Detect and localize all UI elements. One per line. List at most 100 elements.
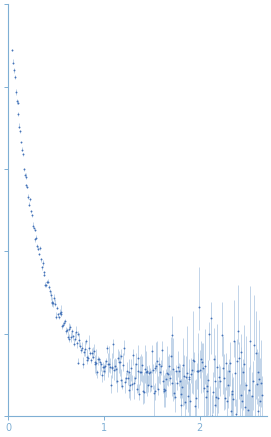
Point [36,245,40,252]
Point [102,368,107,375]
Point [57,309,62,316]
Point [91,354,95,361]
Point [49,291,53,298]
Point [128,382,133,388]
Point [184,374,188,381]
Point [199,355,203,362]
Point [143,365,147,372]
Point [35,243,39,250]
Point [220,331,224,338]
Point [191,357,195,364]
Point [101,364,105,371]
Point [40,259,45,266]
Point [177,368,181,375]
Point [169,352,173,359]
Point [55,305,59,312]
Point [141,387,145,394]
Point [190,367,194,374]
Point [23,174,28,181]
Point [258,398,262,405]
Point [247,413,252,420]
Point [136,368,140,375]
Point [154,362,159,369]
Point [148,369,152,376]
Point [169,379,174,386]
Point [248,337,253,344]
Point [160,378,165,385]
Point [192,357,196,364]
Point [208,417,212,424]
Point [111,340,115,347]
Point [226,382,230,389]
Point [167,362,171,369]
Point [230,391,235,398]
Point [15,100,20,107]
Point [118,376,123,383]
Point [97,356,101,363]
Point [232,337,237,344]
Point [209,315,213,322]
Point [107,361,111,368]
Point [139,368,143,375]
Point [159,362,163,369]
Point [174,368,178,375]
Point [45,278,49,285]
Point [46,278,50,285]
Point [121,361,125,368]
Point [41,272,46,279]
Point [85,356,89,363]
Point [34,234,38,241]
Point [19,139,23,146]
Point [94,360,99,367]
Point [29,208,33,215]
Point [235,357,239,364]
Point [99,371,104,378]
Point [233,370,237,377]
Point [156,385,160,392]
Point [253,420,257,427]
Point [42,269,47,276]
Point [195,368,200,375]
Point [250,392,254,399]
Point [228,408,233,415]
Point [13,73,17,80]
Point [259,379,263,386]
Point [170,332,175,339]
Point [204,383,209,390]
Point [241,369,246,376]
Point [64,327,68,334]
Point [61,321,65,328]
Point [83,338,88,345]
Point [185,370,189,377]
Point [228,359,232,366]
Point [76,359,80,366]
Point [82,349,86,356]
Point [246,387,251,394]
Point [54,313,58,320]
Point [249,418,253,425]
Point [237,354,241,361]
Point [160,346,164,353]
Point [221,365,225,372]
Point [63,317,67,324]
Point [57,314,61,321]
Point [81,360,85,367]
Point [59,311,64,318]
Point [37,250,41,257]
Point [96,355,100,362]
Point [225,397,229,404]
Point [117,358,122,365]
Point [123,379,127,386]
Point [146,382,150,388]
Point [127,386,131,393]
Point [89,357,93,364]
Point [171,365,176,372]
Point [131,352,135,359]
Point [78,343,82,350]
Point [106,361,110,368]
Point [202,384,206,391]
Point [140,362,144,369]
Point [155,357,159,364]
Point [87,345,91,352]
Point [237,417,242,424]
